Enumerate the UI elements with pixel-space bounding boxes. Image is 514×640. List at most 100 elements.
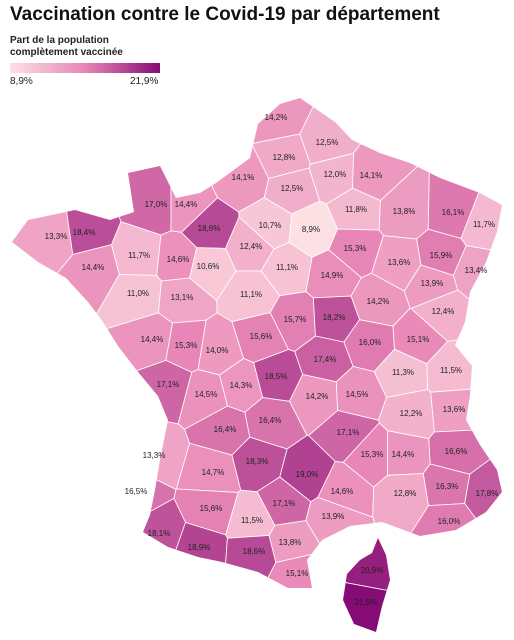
value-label: 14,2% (306, 392, 329, 401)
value-label: 16,4% (214, 425, 237, 434)
value-label: 13,8% (393, 207, 416, 216)
value-label: 10,6% (197, 262, 220, 271)
value-label: 18,1% (148, 529, 171, 538)
value-label: 11,0% (127, 289, 149, 298)
legend-bar (10, 63, 160, 73)
value-label: 18,9% (188, 543, 211, 552)
value-label: 18,2% (323, 313, 346, 322)
value-label: 18,5% (265, 372, 288, 381)
value-label: 14,1% (232, 173, 255, 182)
value-label: 13,9% (322, 512, 345, 521)
value-label: 16,6% (445, 447, 468, 456)
value-label: 21,9% (355, 598, 378, 607)
legend-min: 8,9% (10, 76, 33, 87)
value-label: 14,9% (321, 271, 344, 280)
value-label: 14,4% (392, 450, 415, 459)
value-label: 13,1% (171, 293, 194, 302)
value-label: 14,5% (195, 390, 218, 399)
value-label: 14,7% (202, 468, 225, 477)
departement (309, 580, 485, 632)
value-label: 15,3% (361, 450, 384, 459)
value-label: 12,8% (394, 489, 417, 498)
value-label: 15,1% (286, 569, 309, 578)
value-label: 16,0% (359, 338, 382, 347)
value-label: 18,6% (243, 547, 266, 556)
departement (299, 98, 402, 165)
value-label: 17,0% (145, 200, 168, 209)
value-label: 13,3% (143, 451, 166, 460)
value-label: 14,2% (265, 113, 288, 122)
value-label: 11,8% (345, 205, 367, 214)
value-label: 14,6% (167, 255, 190, 264)
value-label: 13,8% (279, 538, 302, 547)
value-label: 12,2% (400, 409, 423, 418)
value-label: 13,6% (443, 405, 466, 414)
value-label: 15,9% (430, 251, 453, 260)
value-label: 11,5% (241, 516, 263, 525)
value-label: 16,4% (259, 416, 282, 425)
value-label: 15,3% (344, 244, 367, 253)
legend-max: 21,9% (130, 76, 159, 87)
value-label: 17,1% (337, 428, 360, 437)
value-label: 15,6% (250, 332, 273, 341)
departement (170, 98, 270, 213)
value-label: 16,5% (125, 487, 148, 496)
value-label: 14,4% (175, 200, 198, 209)
value-label: 12,5% (316, 138, 339, 147)
value-labels: 14,2% 12,5% 12,8% 14,1% 12,0% 14,1% 12,5% 17,0%… (45, 113, 499, 607)
departement (53, 359, 193, 425)
value-label: 14,1% (360, 171, 383, 180)
value-label: 12,0% (324, 170, 347, 179)
value-label: 15,7% (284, 315, 307, 324)
departement (12, 399, 191, 491)
value-label: 11,7% (128, 251, 150, 260)
departement (460, 101, 502, 255)
value-label: 15,6% (200, 504, 223, 513)
value-label: 20,9% (361, 566, 384, 575)
value-label: 13,3% (45, 232, 68, 241)
value-label: 12,5% (281, 184, 304, 193)
value-label: 14,5% (346, 390, 369, 399)
departement (12, 497, 186, 632)
value-label: 16,0% (438, 517, 461, 526)
value-label: 17,1% (157, 380, 180, 389)
value-label: 11,5% (440, 366, 462, 375)
value-label: 16,1% (442, 208, 465, 217)
value-label: 17,1% (273, 499, 296, 508)
value-label: 14,2% (367, 297, 390, 306)
value-label: 12,4% (432, 307, 455, 316)
departement (12, 401, 177, 595)
departement (12, 312, 173, 402)
value-label: 14,0% (206, 346, 229, 355)
value-label: 14,4% (82, 263, 105, 272)
value-label: 13,4% (465, 266, 488, 275)
value-label: 17,8% (476, 489, 499, 498)
departements (12, 98, 502, 632)
value-label: 18,6% (198, 224, 221, 233)
departement (12, 98, 74, 343)
legend-gradient (10, 63, 160, 73)
value-label: 17,4% (314, 355, 337, 364)
value-label: 13,9% (421, 279, 444, 288)
title: Vaccination contre le Covid-19 par dépar… (10, 4, 440, 25)
value-label: 11,3% (392, 368, 414, 377)
value-label: 11,1% (276, 263, 298, 272)
value-label: 19,0% (296, 470, 319, 479)
value-label: 13,6% (388, 258, 411, 267)
value-label: 12,4% (240, 242, 263, 251)
value-label: 14,6% (331, 487, 354, 496)
value-label: 15,1% (407, 335, 430, 344)
value-label: 11,1% (240, 290, 262, 299)
legend-title: Part de la population complètement vacci… (10, 35, 123, 58)
value-label: 16,3% (436, 482, 459, 491)
value-label: 11,7% (473, 220, 495, 229)
value-label: 8,9% (302, 225, 320, 234)
value-label: 14,4% (141, 335, 164, 344)
value-label: 12,8% (273, 153, 296, 162)
value-label: 14,3% (230, 381, 253, 390)
value-label: 10,7% (259, 221, 282, 230)
value-label: 15,3% (175, 341, 198, 350)
value-label: 18,3% (246, 457, 269, 466)
